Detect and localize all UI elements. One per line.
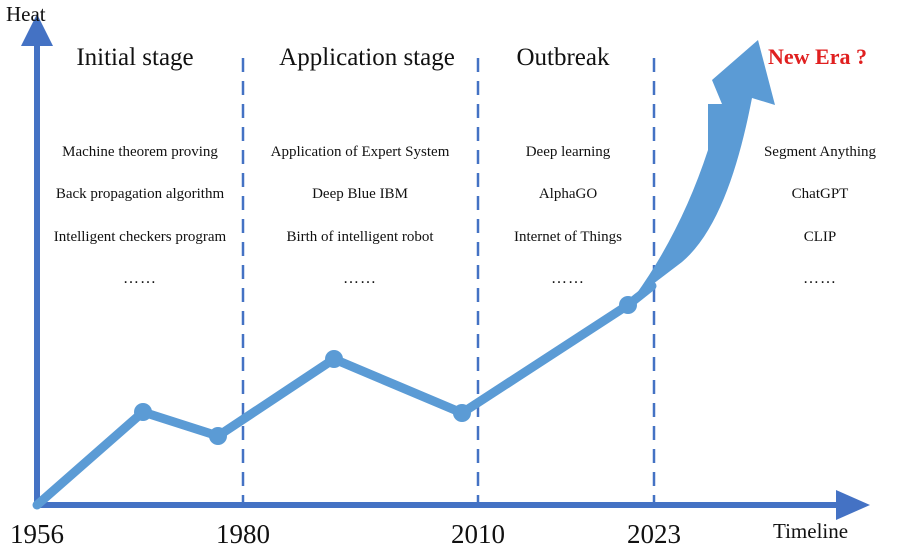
event-more: ……: [551, 270, 585, 287]
event-more: ……: [343, 270, 377, 287]
stage-title-new-era: New Era ?: [768, 44, 867, 69]
event-item: ChatGPT: [791, 186, 849, 202]
event-more: ……: [123, 270, 157, 287]
event-item: Segment Anything: [763, 144, 877, 160]
year-label: 1980: [216, 519, 270, 549]
event-item: Deep Blue IBM: [312, 186, 408, 202]
event-item: CLIP: [803, 229, 837, 245]
event-item: Machine theorem proving: [62, 144, 218, 160]
milestone-point: [619, 296, 637, 314]
event-item: Intelligent checkers program: [53, 229, 227, 245]
new-era-growth-arrow: [632, 40, 775, 300]
x-axis-label: Timeline: [773, 519, 849, 543]
stage-title-application: Application stage: [279, 44, 455, 71]
event-more: ……: [803, 270, 837, 287]
y-axis-arrowhead: [21, 14, 53, 46]
stage-title-initial: Initial stage: [76, 44, 194, 71]
y-axis-label: Heat: [6, 2, 46, 26]
event-item: Deep learning: [525, 144, 611, 160]
milestone-point: [209, 427, 227, 445]
event-item: Application of Expert System: [270, 144, 450, 160]
year-label: 1956: [10, 519, 64, 549]
x-axis-arrowhead: [836, 490, 870, 520]
year-label: 2023: [627, 519, 681, 549]
milestone-point: [453, 404, 471, 422]
heat-trend-line: [32, 281, 657, 510]
event-item: AlphaGO: [538, 186, 598, 202]
event-item: Internet of Things: [513, 229, 623, 245]
event-item: Back propagation algorithm: [55, 186, 225, 202]
year-label: 2010: [451, 519, 505, 549]
milestone-point: [134, 403, 152, 421]
stage-title-outbreak: Outbreak: [516, 44, 610, 71]
event-item: Birth of intelligent robot: [286, 229, 434, 245]
milestone-point: [325, 350, 343, 368]
